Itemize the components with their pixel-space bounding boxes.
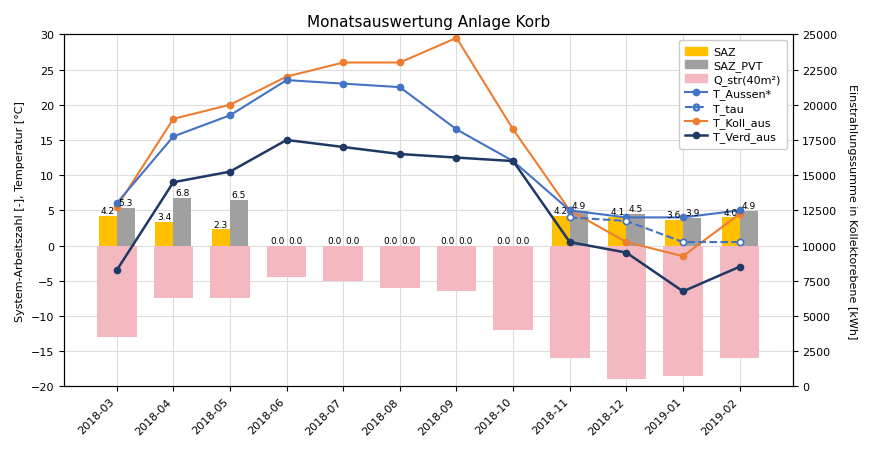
Text: 6.5: 6.5 [232,190,246,199]
Bar [99,216,117,246]
Bar [721,218,739,246]
Text: 4.9: 4.9 [572,202,586,211]
Bar [380,246,419,288]
Text: 0.0: 0.0 [384,236,398,245]
Bar [552,216,569,246]
Bar [609,217,626,246]
Legend: SAZ, SAZ_PVT, Q_str(40m²), T_Aussen*, T_tau, T_Koll_aus, T_Verd_aus: SAZ, SAZ_PVT, Q_str(40m²), T_Aussen*, T_… [678,41,787,149]
Text: 5.3: 5.3 [119,199,133,208]
Text: 0.0: 0.0 [289,236,303,245]
Bar [324,246,363,281]
Bar [626,214,644,246]
Text: 6.8: 6.8 [175,189,189,198]
Text: 0.0: 0.0 [440,236,454,245]
Text: 4.1: 4.1 [610,207,624,216]
Text: 0.0: 0.0 [515,236,529,245]
Bar [494,246,533,330]
Text: 0.0: 0.0 [459,236,473,245]
Bar [437,246,476,292]
Bar [117,209,135,246]
Text: 3.4: 3.4 [157,212,172,221]
Bar [607,246,646,380]
Bar [212,230,230,246]
Text: 2.3: 2.3 [214,220,228,229]
Text: 4.9: 4.9 [741,202,756,211]
Bar [569,212,588,246]
Text: 4.5: 4.5 [629,205,643,214]
Bar [739,212,758,246]
Bar [97,246,137,337]
Text: 4.2: 4.2 [100,207,115,216]
Y-axis label: System-Arbeitszahl [-], Temperatur [°C]: System-Arbeitszahl [-], Temperatur [°C] [15,101,25,321]
Text: 0.0: 0.0 [497,236,511,245]
Text: 3.6: 3.6 [667,211,681,220]
Bar [719,246,760,359]
Bar [210,246,249,299]
Text: 0.0: 0.0 [402,236,416,245]
Bar [155,222,174,246]
Bar [550,246,589,359]
Bar [230,200,249,246]
Bar [683,219,701,246]
Bar [153,246,194,299]
Text: 0.0: 0.0 [270,236,285,245]
Bar [664,246,703,376]
Bar [267,246,306,278]
Title: Monatsauswertung Anlage Korb: Monatsauswertung Anlage Korb [307,15,550,30]
Text: 0.0: 0.0 [345,236,359,245]
Text: 0.0: 0.0 [327,236,341,245]
Bar [664,221,683,246]
Text: 4.2: 4.2 [554,207,568,216]
Bar [174,198,192,246]
Y-axis label: Einstrahlungssumme in Kollektorebene [kWh]: Einstrahlungssumme in Kollektorebene [kW… [847,83,857,338]
Text: 4.0: 4.0 [724,208,738,217]
Text: 3.9: 3.9 [685,209,699,218]
